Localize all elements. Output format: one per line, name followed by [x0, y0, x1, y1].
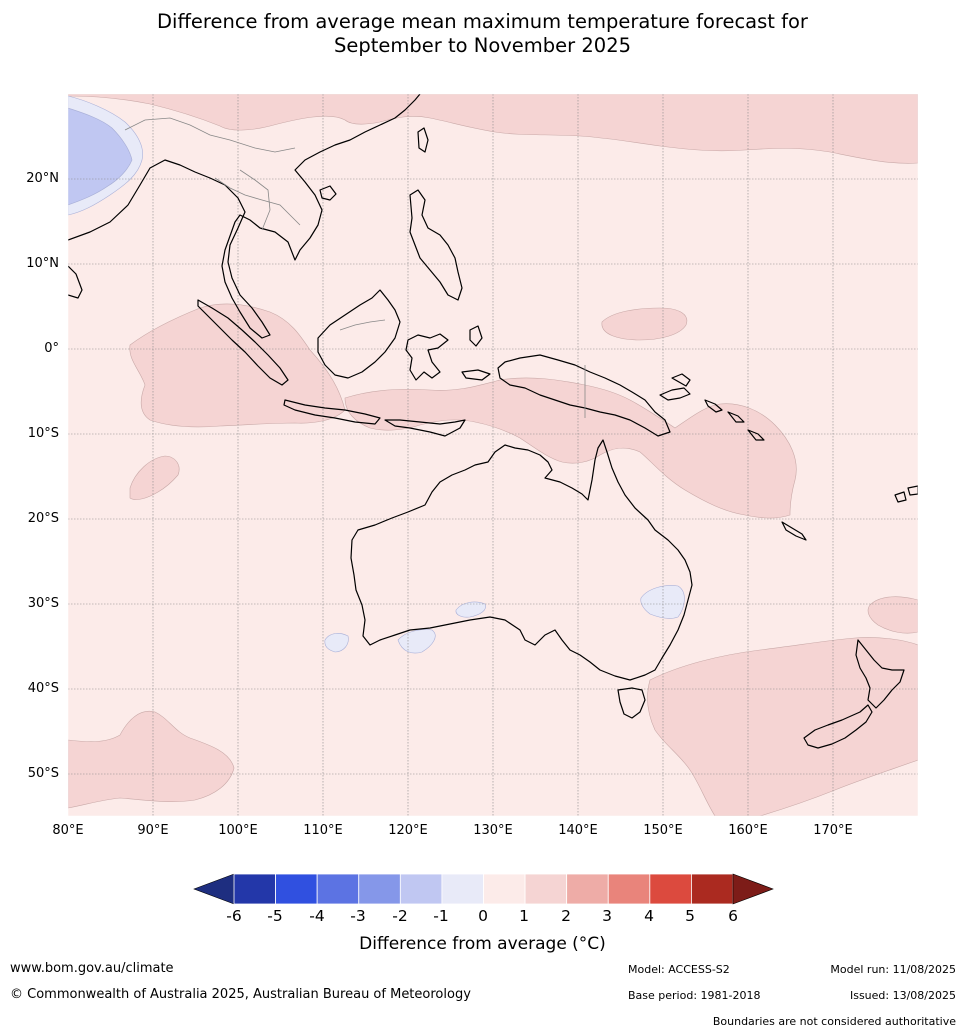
issued-text: Issued: 13/08/2025 [849, 989, 956, 1002]
base-period-text: Base period: 1981-2018 [628, 989, 761, 1002]
lon-label: 100°E [218, 823, 258, 838]
region-inland-nsw-patch [640, 585, 685, 619]
new-zealand-south-island-coastline [803, 704, 873, 749]
region-tasman-east-patch [867, 596, 918, 634]
colorbar-tick: -3 [350, 907, 366, 925]
lat-label: 20°N [26, 171, 59, 186]
lon-label: 170°E [813, 823, 853, 838]
lon-label: 90°E [137, 823, 169, 838]
maluku-coastline [461, 325, 491, 381]
colorbar-tick: -2 [392, 907, 408, 925]
colorbar-tick: 2 [561, 907, 571, 925]
lesser-sunda-coastline [384, 419, 466, 437]
lat-label: 50°S [27, 766, 59, 781]
sumatra-coastline [197, 299, 289, 386]
region-timor-arafura-sea [344, 377, 797, 519]
region-north-pacific [68, 94, 918, 164]
lon-label: 140°E [558, 823, 598, 838]
model-text: Model: ACCESS-S2 [628, 963, 730, 976]
region-tasman-new-zealand [647, 637, 918, 816]
colorbar-tick: 4 [644, 907, 654, 925]
graticule [68, 94, 918, 816]
colorbar-cell [607, 873, 651, 905]
title-line-1: Difference from average mean maximum tem… [157, 10, 808, 33]
region-bay-of-bengal-margin [68, 95, 143, 216]
region-indian-ocean-south [68, 710, 235, 809]
colorbar-tick: -5 [267, 907, 283, 925]
sulawesi-coastline [405, 333, 449, 381]
fiji-coastline [894, 485, 918, 503]
map-frame [67, 93, 919, 817]
colorbar-cell [358, 873, 401, 905]
disclaimer-text: Boundaries are not considered authoritat… [712, 1015, 956, 1028]
country-borders [124, 117, 586, 418]
colorbar-tick: -4 [309, 907, 325, 925]
lat-label: 10°S [27, 426, 59, 441]
tasmania-coastline [617, 687, 646, 719]
region-great-australian-bight-patch [397, 629, 436, 654]
colorbar-tick: -1 [433, 907, 449, 925]
colorbar-cell [233, 873, 276, 905]
lon-label: 80°E [52, 823, 84, 838]
australia-coastline [350, 439, 693, 681]
colorbar-tick: -6 [226, 907, 242, 925]
region-indian-ocean-equatorial [129, 303, 346, 428]
mainland-southeast-asia-coastline [68, 94, 421, 339]
colorbar-cell [524, 873, 568, 905]
coastlines [68, 94, 918, 749]
lon-label: 110°E [303, 823, 343, 838]
colorbar [193, 873, 774, 905]
new-britain-coastline [659, 373, 691, 401]
title-line-2: September to November 2025 [333, 34, 632, 57]
lat-label: 20°S [27, 511, 59, 526]
new-zealand-north-island-coastline [855, 639, 905, 709]
website-text: www.bom.gov.au/climate [10, 961, 174, 976]
colorbar-tick: 5 [685, 907, 695, 925]
colorbar-cell [399, 873, 443, 905]
colorbar-tick: 1 [519, 907, 529, 925]
colorbar-cell [691, 873, 734, 905]
colorbar-label: Difference from average (°C) [359, 934, 606, 954]
borneo-coastline [317, 289, 401, 379]
lon-label: 150°E [643, 823, 683, 838]
hainan-coastline [319, 185, 337, 201]
lat-label: 0° [44, 341, 59, 356]
philippines-coastline [409, 189, 463, 301]
region-south-wa-patch [455, 601, 486, 618]
solomon-islands-coastline [704, 399, 765, 441]
lat-label: 40°S [27, 681, 59, 696]
copyright-text: © Commonwealth of Australia 2025, Austra… [10, 987, 471, 1002]
colorbar-over-arrow [732, 873, 774, 905]
java-coastline [283, 399, 381, 425]
colorbar-cell [649, 873, 692, 905]
colorbar-cell [441, 873, 484, 905]
colorbar-cell [566, 873, 609, 905]
colorbar-tick: 0 [478, 907, 488, 925]
lon-label: 160°E [728, 823, 768, 838]
india-coastline [68, 265, 83, 299]
region-north-pacific-patch [601, 307, 688, 341]
lat-label: 10°N [26, 256, 59, 271]
new-caledonia-coastline [781, 521, 807, 541]
chart-title: Difference from average mean maximum tem… [0, 10, 965, 58]
lat-label: 30°S [27, 596, 59, 611]
new-guinea-coastline [497, 354, 671, 437]
model-run-text: Model run: 11/08/2025 [830, 963, 956, 976]
colorbar-cell [316, 873, 360, 905]
lon-label: 120°E [388, 823, 428, 838]
colorbar-under-arrow [193, 873, 235, 905]
taiwan-coastline [417, 127, 429, 153]
lon-label: 130°E [473, 823, 513, 838]
colorbar-cell [483, 873, 526, 905]
colorbar-tick: 6 [728, 907, 738, 925]
region-southwest-ocean-patch [324, 633, 349, 653]
colorbar-tick: 3 [602, 907, 612, 925]
colorbar-cell [275, 873, 318, 905]
